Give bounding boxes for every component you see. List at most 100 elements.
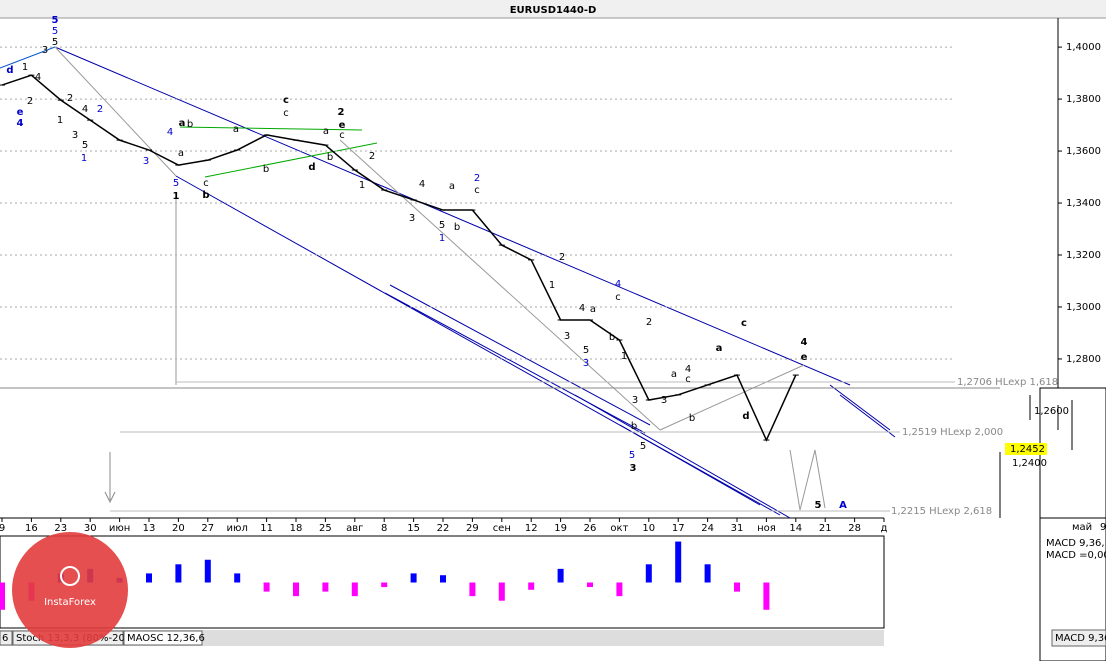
histogram-bar — [204, 559, 211, 583]
channel-line — [829, 384, 891, 431]
x-tick-label: окт — [610, 523, 628, 534]
wave-label: a — [179, 118, 186, 129]
wave-label: 1 — [81, 153, 87, 164]
wave-label: c — [283, 108, 289, 119]
wave-label: 4 — [419, 179, 425, 190]
tab-label[interactable]: 6 — [2, 633, 8, 644]
indicator-label: MACD =0,00 — [1046, 550, 1106, 561]
wave-label: 3 — [143, 156, 149, 167]
wave-label: e — [17, 107, 24, 118]
wave-label: 3 — [583, 358, 589, 369]
x-tick-label: 27 — [201, 523, 214, 534]
indicator-label: MACD 9,36, — [1046, 538, 1105, 549]
wave-label: 2 — [646, 317, 652, 328]
wave-label: c — [741, 318, 747, 329]
wave-label: c — [339, 130, 345, 141]
tab[interactable] — [123, 630, 203, 646]
wave-label: 5 — [173, 178, 179, 189]
wave-label: 3 — [42, 45, 48, 56]
wave-label: c — [283, 95, 289, 106]
logo: InstaForex — [12, 532, 128, 648]
histogram-bar — [469, 582, 476, 597]
wave-label: 2 — [27, 96, 33, 107]
x-tick-label: 9 — [0, 523, 5, 534]
wave-label: 3 — [564, 331, 570, 342]
wave-label: a — [716, 343, 723, 354]
x-tick-label: июл — [227, 523, 248, 534]
wave-label: 5 — [52, 26, 58, 37]
window-title: EURUSD1440-D — [510, 5, 597, 16]
wave-label: 1 — [621, 351, 627, 362]
y-tick-label: 1,3200 — [1066, 250, 1101, 261]
x-tick-label: 17 — [672, 523, 685, 534]
x-tick-label: 22 — [437, 523, 450, 534]
current-price: 1,2452 — [1010, 444, 1045, 455]
wave-label: b — [454, 222, 460, 233]
wave-label: a — [233, 124, 239, 135]
indicator-panel — [0, 535, 885, 629]
x-tick-label: 8 — [381, 523, 387, 534]
wave-label: 5 — [815, 500, 822, 511]
side-tab[interactable] — [1051, 629, 1106, 647]
histogram-bar — [587, 582, 593, 588]
price-line — [1, 74, 797, 442]
logo-badge — [12, 532, 128, 648]
x-tick-label: 29 — [466, 523, 479, 534]
x-tick-label: 20 — [172, 523, 185, 534]
histogram-bar — [704, 564, 711, 583]
x-tick-label: 31 — [731, 523, 744, 534]
histogram-bar — [351, 582, 358, 597]
channel-line — [384, 292, 646, 434]
wave-label: 2 — [338, 107, 345, 118]
x-tick-label: 24 — [701, 523, 714, 534]
wave-label: b — [689, 413, 695, 424]
x-tick-label: авг — [346, 523, 363, 534]
side-tab-label[interactable]: MACD 9,36, — [1055, 633, 1106, 644]
y-tick-label: 1,3400 — [1066, 198, 1101, 209]
wave-label: 4 — [615, 279, 621, 290]
wave-label: 2 — [97, 104, 103, 115]
level-label: 1,2706 HLexp 1,618 — [957, 377, 1058, 388]
histogram-bar — [234, 573, 241, 583]
x-tick-label: сен — [493, 523, 511, 534]
triangle-line — [179, 126, 363, 131]
channel-line — [574, 394, 791, 519]
x-tick-label: 28 — [848, 523, 861, 534]
wave-label: 3 — [72, 130, 78, 141]
wave-label: 2 — [369, 151, 375, 162]
wave-label: 2 — [67, 93, 73, 104]
wave-label: b — [263, 164, 269, 175]
logo-text: InstaForex — [44, 597, 96, 608]
histogram-bar — [440, 575, 446, 583]
histogram-bar — [616, 582, 623, 597]
wave-label: a — [449, 181, 455, 192]
wave-label: b — [187, 119, 193, 130]
wave-label: 4 — [82, 104, 88, 115]
histogram-bar — [734, 582, 740, 592]
tab[interactable] — [0, 630, 13, 646]
x-tick-label: ноя — [757, 523, 776, 534]
wave-label: 1 — [173, 191, 180, 202]
wave-label: 3 — [661, 395, 667, 406]
histogram-bar — [322, 582, 329, 592]
wave-label: 5 — [583, 345, 589, 356]
histogram-bar — [675, 541, 682, 583]
wave-label: 2 — [559, 252, 565, 263]
logo-icon — [60, 566, 80, 586]
histogram-bar — [175, 564, 182, 583]
wave-label: 4 — [801, 337, 808, 348]
triangle-line — [204, 142, 378, 178]
wave-label: e — [339, 120, 346, 131]
wave-label: b — [609, 332, 615, 343]
side-panel: 1,2600 1,2452 1,2400 май 9 MACD 9,36, MA… — [999, 387, 1106, 661]
wave-label: d — [742, 411, 749, 422]
histogram-bar — [557, 568, 564, 583]
wave-label: d — [6, 65, 13, 76]
wave-label: a — [323, 126, 329, 137]
x-tick-label: 16 — [25, 523, 38, 534]
x-tick-label: 30 — [84, 523, 97, 534]
wave-label: 5 — [640, 441, 646, 452]
side-price-label: 1,2400 — [1012, 458, 1047, 469]
tab-label[interactable]: MAOSC 12,36,6 — [127, 633, 205, 644]
x-tick-label: 11 — [260, 523, 273, 534]
